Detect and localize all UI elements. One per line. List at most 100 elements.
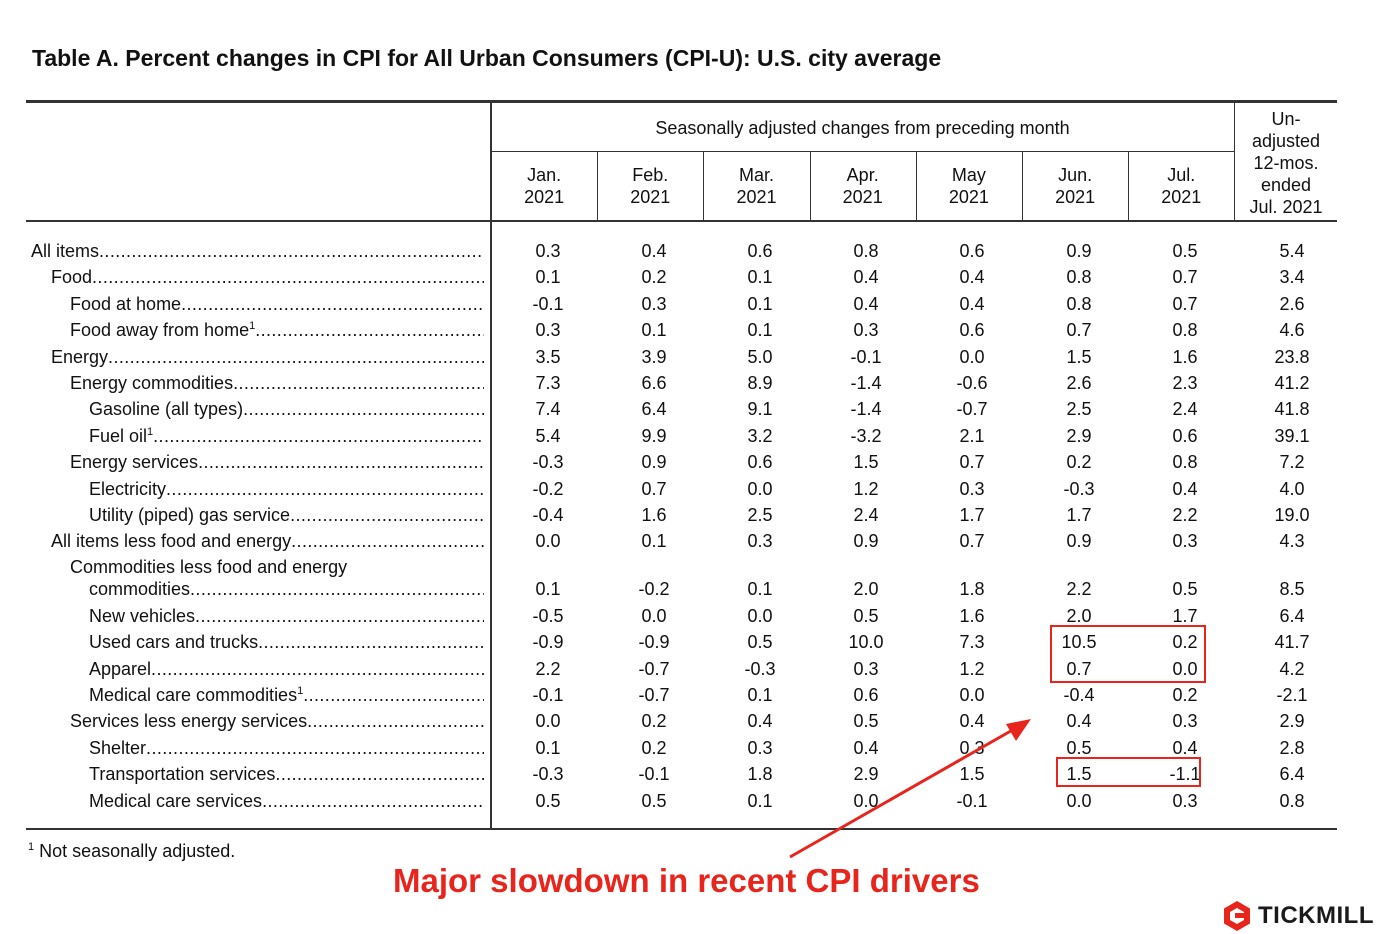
table-cell: -0.9 (532, 632, 564, 653)
row-label: commodities.............................… (89, 579, 484, 600)
table-bottom-rule (26, 828, 1337, 830)
table-cell: -0.1 (956, 790, 988, 811)
table-cell: 3.4 (1279, 267, 1305, 288)
table-cell: 0.3 (747, 737, 773, 758)
table-cell: 0.3 (535, 241, 561, 261)
table-cell: 0.5 (1172, 241, 1198, 261)
table-cell: 2.8 (1279, 737, 1305, 758)
table-cell: 1.5 (853, 452, 879, 473)
table-cell: 0.2 (641, 737, 667, 758)
stub-divider (490, 102, 492, 829)
table-cell: -3.2 (850, 425, 882, 446)
row-label: Shelter.................................… (89, 737, 484, 758)
table-cell: 0.7 (641, 478, 667, 499)
row-label: Electricity.............................… (89, 478, 484, 499)
table-cell: 5.0 (747, 346, 773, 367)
table-cell: 9.9 (641, 425, 667, 446)
table-cell: 0.3 (1172, 790, 1198, 811)
row-label: Medical care commodities1...............… (89, 685, 484, 706)
table-cell: 2.2 (1172, 505, 1198, 525)
month-column-divider (1022, 152, 1023, 221)
top-rule (26, 100, 1337, 103)
table-cell: 1.5 (1066, 346, 1092, 367)
table-cell: 1.6 (959, 605, 985, 626)
table-cell: -2.1 (1276, 685, 1308, 706)
table-cell: 41.2 (1274, 373, 1310, 393)
table-cell: 4.6 (1279, 320, 1305, 341)
table-cell: 0.3 (641, 293, 667, 314)
table-cell: 0.6 (853, 685, 879, 706)
table-cell: 0.1 (535, 737, 561, 758)
month-header: Mar. 2021 (736, 165, 777, 207)
table-cell: 23.8 (1274, 346, 1310, 367)
row-label: New vehicles............................… (89, 605, 484, 626)
table-cell: 0.6 (1172, 425, 1198, 446)
table-cell: 0.1 (747, 685, 773, 706)
table-cell: 0.1 (747, 790, 773, 811)
table-cell: -1.4 (850, 399, 882, 420)
table-cell: 0.4 (1066, 711, 1092, 732)
table-cell: 2.4 (1172, 399, 1198, 420)
table-cell: 0.7 (1172, 267, 1198, 288)
table-cell: 0.5 (1066, 737, 1092, 758)
table-cell: 0.8 (853, 241, 879, 261)
highlight-box-used-cars-apparel (1050, 625, 1206, 683)
table-cell: 1.5 (959, 764, 985, 785)
table-cell: 0.4 (959, 293, 985, 314)
header-bottom-rule (26, 220, 1337, 222)
table-cell: 2.0 (853, 579, 879, 600)
month-column-divider (703, 152, 705, 221)
table-cell: 0.6 (747, 241, 773, 261)
table-cell: 0.0 (1066, 790, 1092, 811)
table-cell: 0.0 (641, 605, 667, 626)
table-cell: 0.8 (1279, 790, 1305, 811)
table-cell: 0.7 (959, 531, 985, 552)
table-cell: 0.3 (959, 737, 985, 758)
table-cell: 0.3 (1172, 531, 1198, 552)
row-label: Food....................................… (51, 267, 484, 288)
table-cell: 6.4 (1279, 764, 1305, 785)
table-cell: -0.6 (956, 373, 988, 393)
table-cell: 5.4 (535, 425, 561, 446)
table-cell: 0.8 (1066, 267, 1092, 288)
month-header: Jun. 2021 (1055, 165, 1096, 207)
row-label: Energy..................................… (51, 346, 484, 367)
table-cell: 39.1 (1274, 425, 1310, 446)
table-cell: 3.2 (747, 425, 773, 446)
table-cell: 0.3 (959, 478, 985, 499)
table-cell: 2.9 (853, 764, 879, 785)
table-cell: -0.4 (1063, 685, 1095, 706)
table-cell: 0.4 (641, 241, 667, 261)
row-label: Utility (piped) gas service.............… (89, 505, 484, 525)
logo-text: TICKMILL (1258, 902, 1374, 929)
table-cell: 2.4 (853, 505, 879, 525)
table-cell: -0.3 (744, 658, 776, 679)
table-cell: -0.5 (532, 605, 564, 626)
table-cell: 0.8 (1172, 452, 1198, 473)
table-cell: 0.0 (1172, 658, 1198, 679)
table-cell: 0.8 (1066, 293, 1092, 314)
row-label: Food away from home1....................… (70, 320, 484, 341)
table-cell: 6.6 (641, 373, 667, 393)
table-cell: 1.8 (959, 579, 985, 600)
table-cell: 0.2 (1172, 632, 1198, 653)
row-label: Food at home............................… (70, 293, 484, 314)
row-label: Energy commodities......................… (70, 373, 484, 393)
table-cell: 8.5 (1279, 579, 1305, 600)
table-cell: -0.3 (1063, 478, 1095, 499)
month-header: Jan. 2021 (524, 165, 565, 207)
seasonally-adjusted-header: Seasonally adjusted changes from precedi… (655, 118, 1070, 138)
table-cell: 2.2 (535, 658, 561, 679)
highlight-box-transportation (1056, 757, 1201, 787)
table-cell: 10.0 (848, 632, 884, 653)
table-cell: 0.1 (747, 293, 773, 314)
table-cell: 0.1 (747, 579, 773, 600)
table-cell: 2.2 (1066, 579, 1092, 600)
table-cell: 3.5 (535, 346, 561, 367)
table-cell: 0.3 (853, 320, 879, 341)
table-cell: 0.1 (535, 579, 561, 600)
month-header: Feb. 2021 (630, 165, 671, 207)
table-cell: 41.8 (1274, 399, 1310, 420)
table-cell: 0.4 (747, 711, 773, 732)
